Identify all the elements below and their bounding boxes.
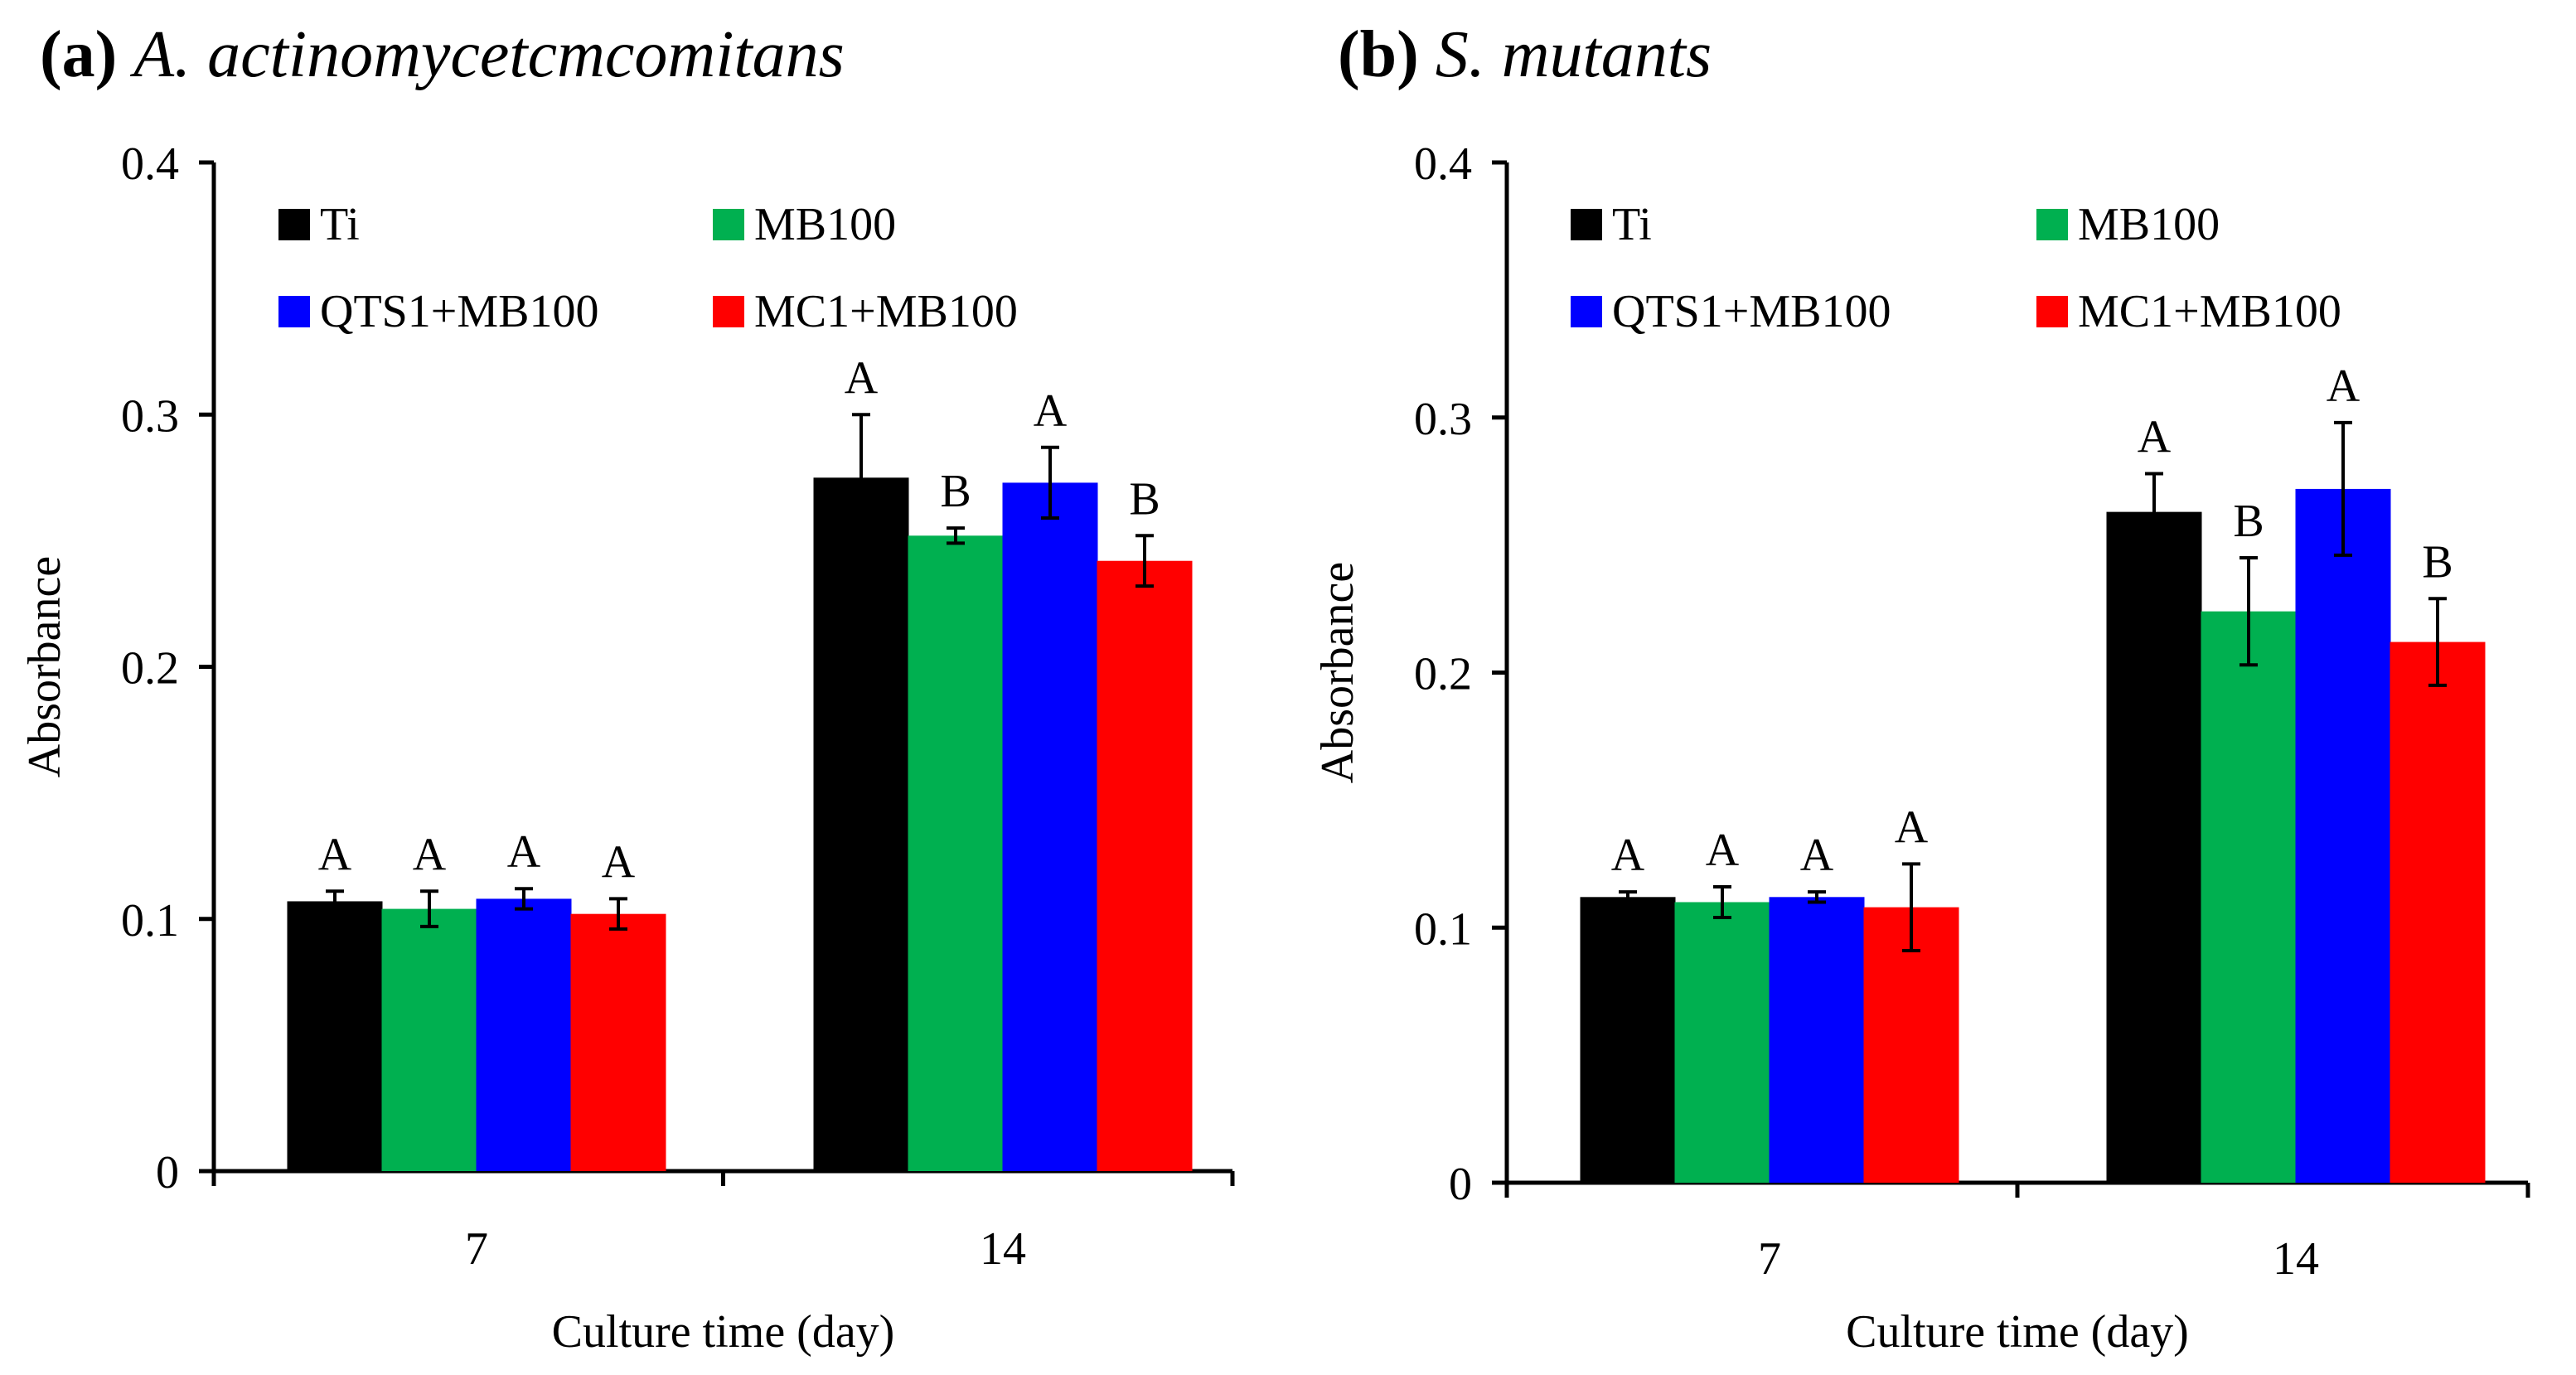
bar-ti-7	[287, 901, 383, 1171]
significance-label: A	[318, 829, 352, 880]
y-tick-label: 0.3	[121, 390, 179, 442]
bar-qts1-mb100-7	[1769, 897, 1865, 1183]
y-tick-label: 0.4	[1414, 138, 1472, 190]
bar-mb100-7	[1674, 902, 1770, 1183]
significance-label: A	[1034, 385, 1068, 437]
x-tick-label: 14	[980, 1223, 1026, 1275]
legend-swatch-mc1-mb100	[2036, 296, 2068, 327]
species-name: S. mutants	[1436, 18, 1712, 91]
y-tick-label: 0	[156, 1147, 179, 1198]
x-axis-title: Culture time (day)	[552, 1306, 895, 1358]
x-tick-label: 7	[465, 1223, 488, 1275]
bar-qts1-mb100-14	[1002, 482, 1098, 1171]
bar-mb100-14	[908, 535, 1004, 1171]
legend-label: MC1+MB100	[2078, 286, 2341, 337]
y-tick-label: 0.2	[121, 643, 179, 695]
significance-label: A	[1800, 830, 1834, 881]
significance-label: A	[2327, 361, 2361, 412]
significance-label: A	[1611, 830, 1645, 881]
legend-swatch-mb100	[713, 209, 744, 240]
significance-label: A	[1706, 825, 1740, 876]
bar-qts1-mb100-14	[2295, 488, 2391, 1183]
legend-swatch-mb100	[2036, 209, 2068, 240]
x-axis-title: Culture time (day)	[1846, 1306, 2189, 1358]
panel-letter: (a)	[40, 18, 117, 91]
legend-swatch-ti	[1571, 209, 1602, 240]
significance-label: B	[2422, 536, 2453, 588]
significance-label: B	[2233, 496, 2264, 547]
significance-label: A	[1895, 801, 1929, 853]
chart-panel-b: (b) S. mutants 0 0.1 0.2 0.3 0.4 7 14 Absorbance C…	[1312, 18, 2530, 1358]
legend-label: QTS1+MB100	[320, 286, 599, 337]
bar-mb100-7	[381, 908, 477, 1171]
significance-label: A	[507, 826, 541, 878]
legend-swatch-mc1-mb100	[713, 296, 744, 327]
bar-mc1-mb100-7	[1863, 907, 1959, 1183]
significance-label: B	[940, 466, 971, 517]
y-axis-title: Absorbance	[19, 556, 70, 777]
legend-label: MB100	[754, 199, 896, 250]
panel-letter: (b)	[1338, 18, 1419, 91]
bar-ti-14	[813, 477, 909, 1171]
legend-swatch-qts1-mb100	[278, 296, 310, 327]
significance-label: B	[1129, 473, 1160, 525]
legend-label: MC1+MB100	[754, 286, 1018, 337]
x-tick-label: 7	[1758, 1233, 1781, 1285]
y-tick-label: 0.2	[1414, 649, 1472, 700]
y-tick-label: 0	[1449, 1159, 1472, 1210]
legend-label: QTS1+MB100	[1612, 286, 1891, 337]
chart-panel-a: (a) A. actinomycetcmcomitans 0 0.1 0.2 0.3 0.4…	[19, 18, 1235, 1358]
legend-label: MB100	[2078, 199, 2220, 250]
x-tick-label: 14	[2273, 1233, 2319, 1285]
significance-label: A	[2138, 411, 2172, 462]
y-tick-label: 0.1	[1414, 903, 1472, 955]
significance-label: A	[845, 352, 879, 404]
panel-title: (a) A. actinomycetcmcomitans	[40, 18, 845, 91]
bar-ti-7	[1580, 897, 1676, 1183]
panel-title: (b) S. mutants	[1338, 18, 1712, 91]
significance-label: A	[413, 829, 447, 880]
legend-swatch-qts1-mb100	[1571, 296, 1602, 327]
y-tick-label: 0.3	[1414, 394, 1472, 445]
legend-label: Ti	[320, 199, 360, 250]
y-axis-title: Absorbance	[1312, 562, 1363, 783]
bar-ti-14	[2106, 511, 2202, 1183]
legend-swatch-ti	[278, 209, 310, 240]
significance-label: A	[602, 836, 636, 888]
bar-mc1-mb100-14	[1097, 560, 1193, 1171]
bar-mc1-mb100-7	[570, 913, 666, 1171]
y-tick-label: 0.1	[121, 895, 179, 947]
legend-label: Ti	[1612, 199, 1652, 250]
bar-mc1-mb100-14	[2390, 642, 2486, 1183]
species-name: A. actinomycetcmcomitans	[129, 18, 845, 91]
bar-qts1-mb100-7	[476, 898, 572, 1171]
y-tick-label: 0.4	[121, 138, 179, 190]
bar-mb100-14	[2201, 611, 2297, 1183]
